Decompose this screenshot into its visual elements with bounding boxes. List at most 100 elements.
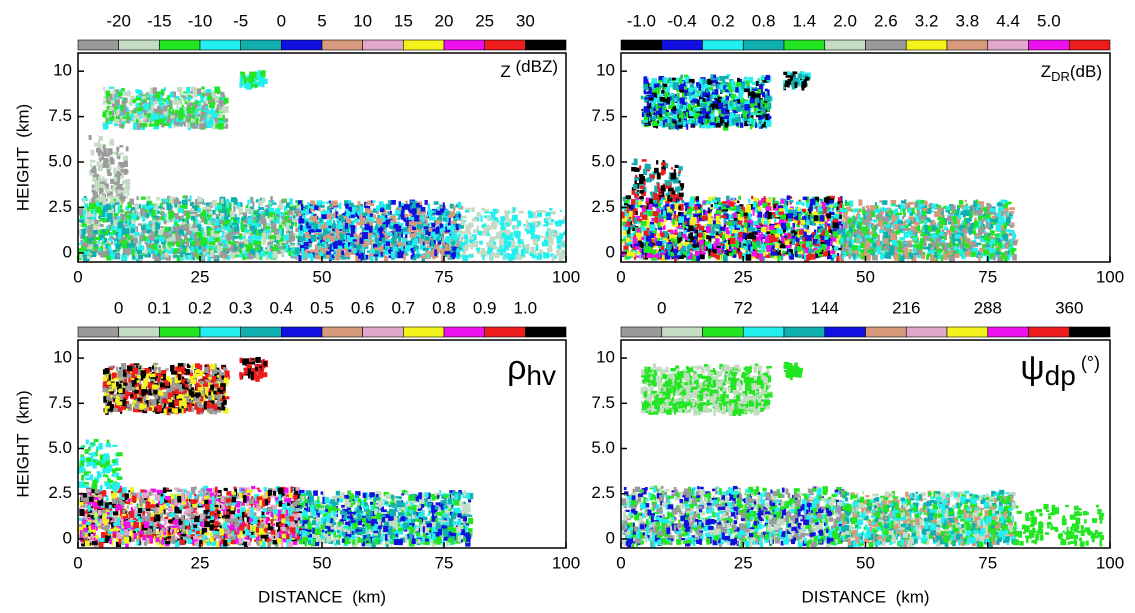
echo	[290, 226, 293, 229]
echo	[96, 148, 100, 153]
echo	[311, 234, 316, 241]
echo	[191, 241, 196, 245]
echo	[548, 228, 550, 235]
echo	[408, 246, 411, 251]
echo	[107, 213, 112, 220]
echo	[490, 249, 493, 252]
echo	[351, 230, 353, 237]
echo	[149, 110, 152, 113]
echo	[533, 239, 538, 245]
echo	[461, 221, 466, 225]
echo	[147, 113, 151, 117]
echo	[760, 113, 763, 116]
echo	[284, 211, 288, 215]
echo	[436, 227, 440, 234]
echo	[338, 241, 342, 244]
echo	[421, 234, 425, 239]
echo	[512, 245, 516, 248]
echo	[529, 226, 535, 233]
echo	[365, 224, 369, 226]
echo	[83, 254, 87, 261]
echo	[153, 216, 159, 218]
echo	[279, 228, 282, 234]
echo	[204, 93, 210, 96]
echo	[174, 199, 180, 204]
echo	[697, 91, 700, 93]
echo	[329, 201, 331, 203]
echo	[93, 224, 98, 229]
echo	[786, 75, 792, 78]
echo	[710, 122, 716, 125]
echo	[369, 226, 373, 233]
echo	[523, 224, 525, 226]
colorbar-label: -10	[188, 11, 213, 30]
echo	[89, 203, 95, 210]
echo	[105, 229, 108, 235]
echo	[736, 123, 739, 126]
echo	[124, 161, 128, 167]
echo	[443, 202, 445, 207]
echo	[160, 210, 163, 212]
echo	[394, 237, 397, 239]
echo	[261, 215, 266, 222]
echo	[676, 102, 679, 109]
echo	[301, 248, 304, 252]
echo	[107, 164, 110, 168]
echo	[137, 250, 142, 254]
echo	[166, 99, 169, 105]
echo	[195, 199, 198, 205]
echo	[249, 236, 253, 243]
echo	[162, 99, 165, 101]
echo	[661, 90, 664, 94]
echo	[193, 106, 195, 111]
echo	[344, 252, 350, 257]
echo	[741, 106, 743, 108]
echo	[472, 218, 478, 221]
echo	[382, 237, 386, 242]
echo	[189, 223, 192, 230]
colorbar-swatch	[241, 40, 282, 50]
echo	[330, 204, 332, 207]
echo	[155, 225, 159, 229]
echo	[710, 74, 713, 80]
echo	[118, 233, 121, 239]
echo	[477, 248, 479, 252]
echo	[689, 96, 693, 101]
echo	[429, 251, 432, 256]
echo	[176, 224, 179, 226]
echo	[483, 223, 486, 226]
echo	[298, 218, 304, 224]
echo	[392, 216, 396, 219]
echo	[431, 223, 435, 228]
echo	[676, 111, 682, 114]
echo	[103, 100, 106, 104]
echo	[192, 228, 198, 231]
echo	[686, 124, 688, 130]
echo	[166, 207, 171, 210]
echo	[283, 235, 289, 241]
echo	[200, 97, 204, 102]
echo	[766, 122, 770, 126]
echo	[465, 244, 470, 247]
echo	[479, 231, 482, 236]
echo	[79, 219, 84, 223]
echo	[127, 190, 130, 196]
echo	[149, 124, 153, 127]
echo	[197, 197, 203, 202]
echo	[150, 97, 154, 101]
echo	[105, 121, 107, 123]
echo	[560, 210, 562, 212]
echo	[375, 250, 379, 254]
echo	[509, 255, 511, 260]
echo-field	[78, 70, 570, 263]
echo	[101, 195, 105, 200]
echo	[131, 214, 136, 220]
echo	[239, 82, 242, 88]
echo	[376, 221, 381, 224]
echo	[79, 209, 83, 215]
echo	[667, 97, 670, 104]
colorbar-label: 25	[475, 11, 494, 30]
echo	[365, 208, 369, 212]
echo	[443, 245, 445, 249]
echo	[459, 254, 462, 256]
